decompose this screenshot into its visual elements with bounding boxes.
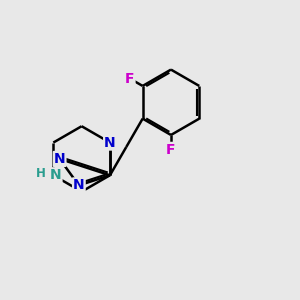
Text: N: N <box>104 136 116 150</box>
Text: H: H <box>36 167 46 180</box>
Text: F: F <box>125 71 134 85</box>
Text: F: F <box>166 143 176 157</box>
Text: N: N <box>50 168 62 182</box>
Text: N: N <box>54 152 65 166</box>
Text: N: N <box>73 178 85 192</box>
